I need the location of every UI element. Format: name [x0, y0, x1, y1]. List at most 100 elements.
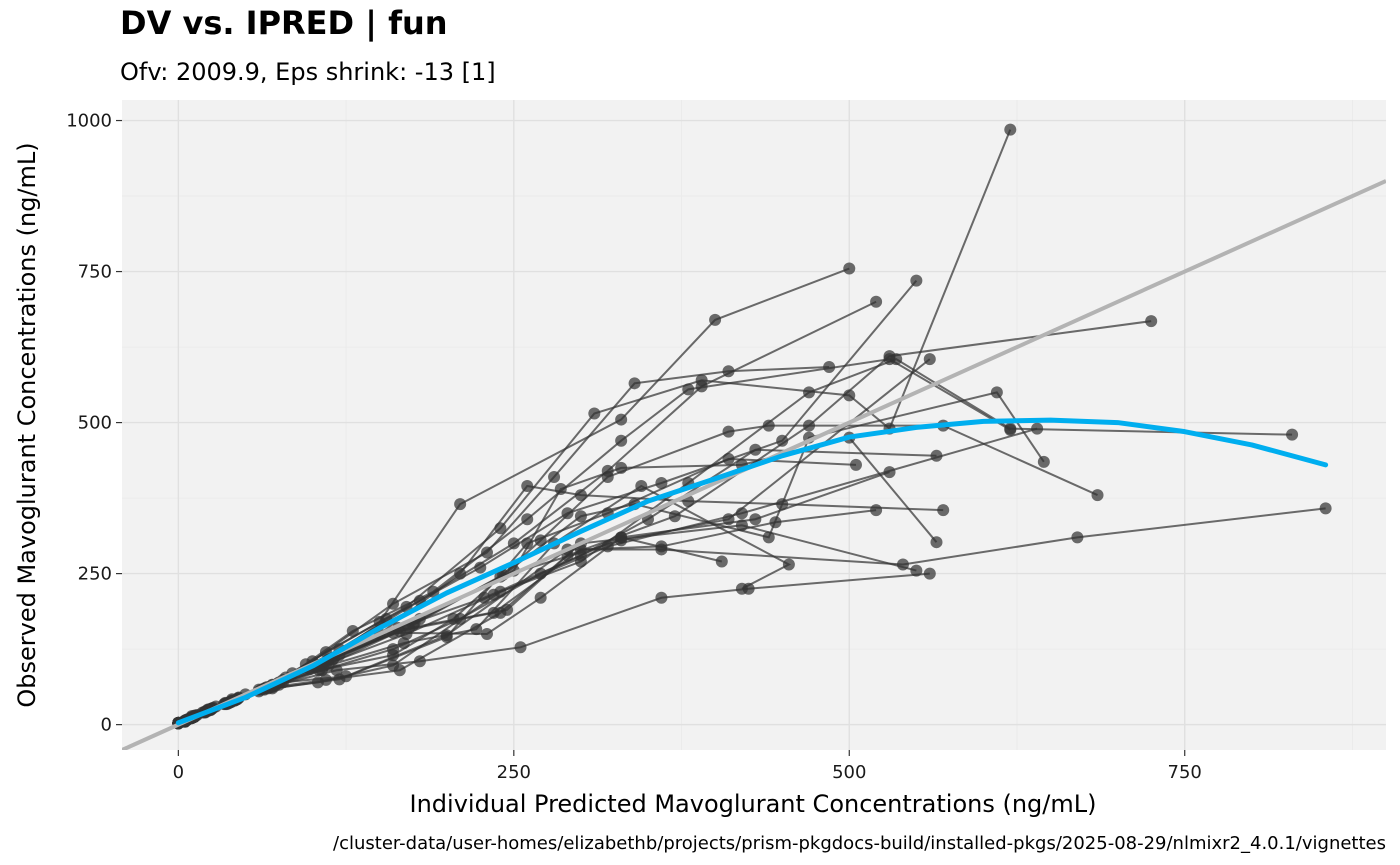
- data-point: [521, 537, 534, 550]
- data-point: [494, 606, 507, 619]
- data-point: [870, 504, 883, 517]
- data-point: [494, 522, 507, 535]
- data-point: [340, 670, 353, 683]
- data-point: [534, 534, 547, 547]
- data-point: [682, 383, 695, 396]
- data-point: [722, 425, 735, 438]
- data-point: [494, 585, 507, 598]
- data-point: [1091, 489, 1104, 502]
- x-tick-label: 250: [497, 762, 531, 783]
- data-point: [330, 664, 343, 677]
- data-point: [413, 655, 426, 668]
- data-point: [574, 510, 587, 523]
- data-point: [843, 389, 856, 402]
- data-point: [397, 637, 410, 650]
- y-tick-label: 0: [101, 715, 112, 736]
- data-point: [870, 295, 883, 308]
- data-point: [803, 419, 816, 432]
- x-axis-label: Individual Predicted Mavoglurant Concent…: [410, 790, 1097, 818]
- data-point: [628, 377, 641, 390]
- data-point: [480, 546, 493, 559]
- data-point: [843, 262, 856, 275]
- data-point: [655, 591, 668, 604]
- data-point: [454, 567, 467, 580]
- data-point: [769, 516, 782, 529]
- data-point: [749, 513, 762, 526]
- data-point: [735, 519, 748, 532]
- data-point: [762, 419, 775, 432]
- data-point: [910, 274, 923, 287]
- data-point: [937, 504, 950, 517]
- data-point: [776, 434, 789, 447]
- data-point: [548, 470, 561, 483]
- data-point: [480, 628, 493, 641]
- data-point: [427, 585, 440, 598]
- data-point: [534, 567, 547, 580]
- data-point: [601, 540, 614, 553]
- data-point: [1004, 123, 1017, 136]
- x-tick-label: 500: [832, 762, 866, 783]
- data-point: [1286, 428, 1299, 441]
- plot-caption: /cluster-data/user-homes/elizabethb/proj…: [333, 833, 1386, 854]
- data-point: [387, 649, 400, 662]
- data-point: [709, 313, 722, 326]
- data-point: [454, 498, 467, 511]
- y-tick-label: 1000: [66, 111, 112, 132]
- data-point: [1145, 315, 1158, 328]
- data-point: [883, 466, 896, 479]
- data-point: [695, 380, 708, 393]
- data-point: [930, 449, 943, 462]
- data-point: [1031, 422, 1044, 435]
- data-point: [521, 513, 534, 526]
- data-point: [762, 531, 775, 544]
- data-point: [849, 458, 862, 471]
- plot-panel: [122, 100, 1386, 750]
- data-point: [890, 353, 903, 366]
- data-point: [1037, 455, 1050, 468]
- data-point: [742, 582, 755, 595]
- data-point: [574, 555, 587, 568]
- data-point: [655, 543, 668, 556]
- x-axis-ticks: 0 250 500 750: [173, 750, 1202, 783]
- data-point: [635, 480, 648, 493]
- data-point: [615, 531, 628, 544]
- chart-subtitle: Ofv: 2009.9, Eps shrink: -13 [1]: [120, 58, 496, 86]
- data-point: [554, 483, 567, 496]
- data-point: [470, 623, 483, 636]
- data-point: [930, 536, 943, 549]
- data-point: [1071, 531, 1084, 544]
- data-point: [387, 597, 400, 610]
- data-point: [803, 386, 816, 399]
- data-point: [722, 365, 735, 378]
- data-point: [990, 386, 1003, 399]
- data-point: [514, 641, 527, 654]
- data-point: [521, 480, 534, 493]
- data-point: [1004, 422, 1017, 435]
- data-point: [668, 510, 681, 523]
- data-point: [782, 558, 795, 571]
- data-point: [715, 555, 728, 568]
- data-point: [923, 353, 936, 366]
- data-point: [311, 676, 324, 689]
- data-point: [615, 413, 628, 426]
- data-point: [655, 476, 668, 489]
- data-point: [534, 591, 547, 604]
- data-point: [722, 452, 735, 465]
- data-point: [615, 461, 628, 474]
- y-axis-label: Observed Mavoglurant Concentrations (ng/…: [13, 142, 41, 707]
- data-point: [823, 361, 836, 374]
- data-point: [507, 537, 520, 550]
- data-point: [910, 564, 923, 577]
- data-point: [561, 507, 574, 520]
- chart-title: DV vs. IPRED | fun: [120, 4, 448, 43]
- y-tick-label: 250: [78, 564, 112, 585]
- data-point: [749, 443, 762, 456]
- y-tick-label: 500: [78, 413, 112, 434]
- data-point: [923, 567, 936, 580]
- data-point: [1319, 502, 1332, 515]
- data-point: [776, 498, 789, 511]
- x-tick-label: 750: [1168, 762, 1202, 783]
- data-point: [601, 470, 614, 483]
- data-point: [313, 664, 326, 677]
